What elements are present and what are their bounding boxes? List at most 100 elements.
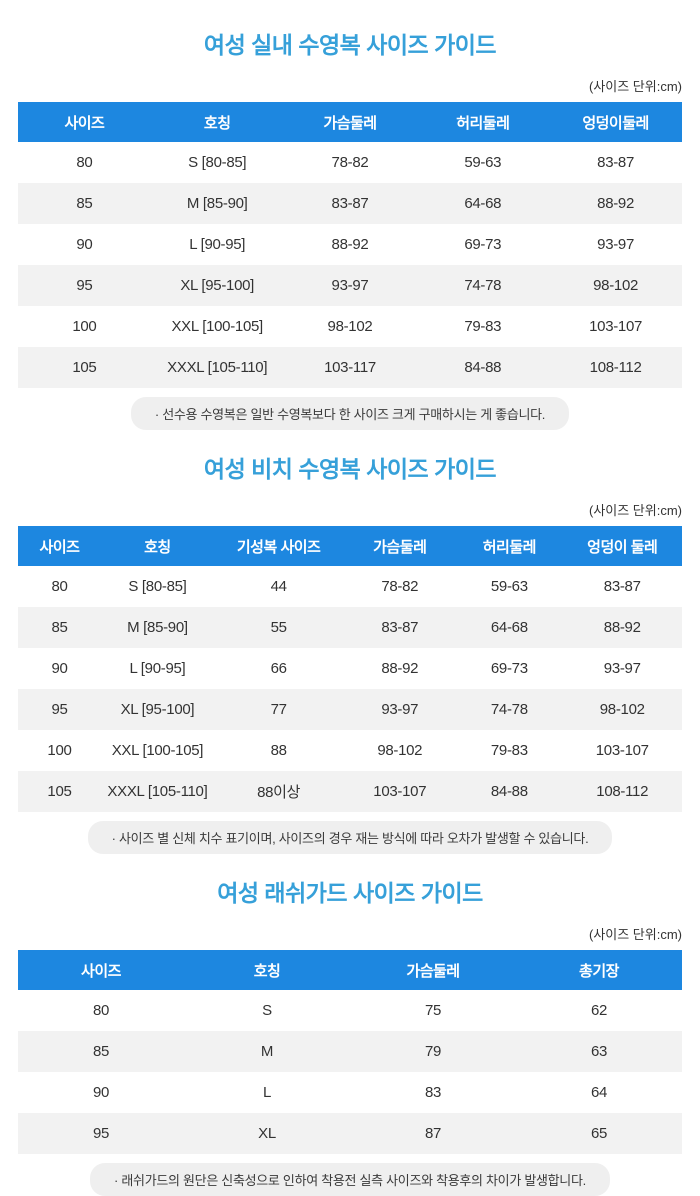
table-row: 95 XL 87 65 xyxy=(18,1113,682,1154)
table-cell: 88-92 xyxy=(381,660,419,677)
table-cell: 95 xyxy=(76,277,93,294)
unit-note: (사이즈 단위:cm) xyxy=(588,503,682,518)
table-cell: 74-78 xyxy=(490,701,528,718)
table-cell: 79-83 xyxy=(464,318,502,335)
unit-note: (사이즈 단위:cm) xyxy=(588,927,682,942)
footnote: · 선수용 수영복은 일반 수영복보다 한 사이즈 크게 구매하시는 게 좋습니… xyxy=(130,397,570,430)
table-cell: L [90-95] xyxy=(189,236,246,253)
table-row: 85 M [85-90] 55 83-87 64-68 88-92 xyxy=(18,607,682,648)
table-cell: 88-92 xyxy=(603,619,641,636)
table-cell: 93-97 xyxy=(331,277,369,294)
table-cell: 105 xyxy=(72,359,97,376)
section-title: 여성 실내 수영복 사이즈 가이드 xyxy=(203,32,497,58)
table-cell: 88 xyxy=(270,742,287,759)
section-beach-swimsuit-guide: 여성 비치 수영복 사이즈 가이드 (사이즈 단위:cm) 사이즈 호칭 기성복 사… xyxy=(18,450,682,854)
header-row: 사이즈 호칭 기성복 사이즈 가슴둘레 허리둘레 엉덩이 둘레 xyxy=(18,526,682,566)
table-cell: 85 xyxy=(51,619,68,636)
table-row: 90 L [90-95] 66 88-92 69-73 93-97 xyxy=(18,648,682,689)
table-cell: 90 xyxy=(92,1084,110,1101)
table-cell: 83 xyxy=(424,1084,442,1101)
table-cell: 90 xyxy=(76,236,93,253)
table-cell: 64-68 xyxy=(464,195,502,212)
column-header: 가슴둘레 xyxy=(350,950,516,990)
table-cell: S xyxy=(262,1002,272,1019)
table-cell: 80 xyxy=(51,578,68,595)
table-cell: 59-63 xyxy=(490,578,528,595)
table-cell: 44 xyxy=(270,578,287,595)
column-header: 호칭 xyxy=(184,950,350,990)
table-cell: 98-102 xyxy=(593,277,639,294)
table-cell: 84-88 xyxy=(464,359,502,376)
table-cell: 93-97 xyxy=(381,701,419,718)
table-cell: 88이상 xyxy=(257,784,301,801)
table-cell: 103-107 xyxy=(589,318,643,335)
table-cell: 88-92 xyxy=(597,195,635,212)
indoor-swimsuit-size-table: 사이즈 호칭 가슴둘레 허리둘레 엉덩이둘레 80 S [80-85] 78-82 59-63… xyxy=(18,102,682,388)
footnote: · 래쉬가드의 원단은 신축성으로 인하여 착용전 실측 사이즈와 착용후의 차… xyxy=(90,1163,610,1196)
table-cell: XL [95-100] xyxy=(180,277,255,294)
column-header: 총기장 xyxy=(516,950,682,990)
unit-note: (사이즈 단위:cm) xyxy=(588,79,682,94)
table-cell: XL [95-100] xyxy=(120,701,195,718)
table-cell: 88-92 xyxy=(331,236,369,253)
table-cell: 78-82 xyxy=(381,578,419,595)
table-cell: 98-102 xyxy=(377,742,423,759)
table-row: 80 S [80-85] 44 78-82 59-63 83-87 xyxy=(18,566,682,607)
table-cell: 108-112 xyxy=(589,359,642,376)
table-row: 105 XXXL [105-110] 103-117 84-88 108-112 xyxy=(18,347,682,388)
section-title: 여성 래쉬가드 사이즈 가이드 xyxy=(217,880,483,906)
column-header: 호칭 xyxy=(150,102,284,142)
beach-swimsuit-size-table: 사이즈 호칭 기성복 사이즈 가슴둘레 허리둘레 엉덩이 둘레 80 S [80-85] 44… xyxy=(18,526,682,812)
column-header: 사이즈 xyxy=(18,950,184,990)
table-cell: 103-107 xyxy=(595,742,649,759)
table-row: 105 XXXL [105-110] 88이상 103-107 84-88 108-112 xyxy=(18,771,682,812)
column-header: 허리둘레 xyxy=(416,102,550,142)
column-header: 가슴둘레 xyxy=(343,526,457,566)
table-cell: 62 xyxy=(590,1002,608,1019)
footnote: · 사이즈 별 신체 치수 표기이며, 사이즈의 경우 재는 방식에 따라 오차… xyxy=(87,821,613,854)
section-title: 여성 비치 수영복 사이즈 가이드 xyxy=(203,456,497,482)
table-cell: 79-83 xyxy=(490,742,528,759)
table-cell: 74-78 xyxy=(464,277,502,294)
table-row: 85 M 79 63 xyxy=(18,1031,682,1072)
section-rashguard-guide: 여성 래쉬가드 사이즈 가이드 (사이즈 단위:cm) 사이즈 호칭 가슴둘레 총기장… xyxy=(18,874,682,1196)
table-cell: 63 xyxy=(590,1043,608,1060)
table-cell: S [80-85] xyxy=(188,154,247,171)
table-row: 100 XXL [100-105] 98-102 79-83 103-107 xyxy=(18,306,682,347)
table-row: 90 L 83 64 xyxy=(18,1072,682,1113)
column-header: 가슴둘레 xyxy=(283,102,417,142)
table-row: 80 S 75 62 xyxy=(18,990,682,1031)
table-cell: 103-107 xyxy=(373,783,427,800)
table-cell: 103-117 xyxy=(324,359,376,376)
table-cell: 84-88 xyxy=(490,783,528,800)
table-cell: XXL [100-105] xyxy=(111,742,204,759)
column-header: 사이즈 xyxy=(18,102,151,142)
table-cell: 100 xyxy=(47,742,72,759)
table-cell: 100 xyxy=(72,318,97,335)
table-cell: 79 xyxy=(424,1043,442,1060)
table-cell: 85 xyxy=(76,195,93,212)
table-cell: 93-97 xyxy=(597,236,635,253)
table-cell: 87 xyxy=(424,1125,442,1142)
table-cell: 93-97 xyxy=(603,660,641,677)
section-indoor-swimsuit-guide: 여성 실내 수영복 사이즈 가이드 (사이즈 단위:cm) 사이즈 호칭 가슴둘레 허… xyxy=(18,26,682,430)
column-header: 호칭 xyxy=(101,526,214,566)
table-cell: 83-87 xyxy=(331,195,369,212)
table-cell: 59-63 xyxy=(464,154,502,171)
table-cell: 65 xyxy=(590,1125,608,1142)
table-cell: XL xyxy=(258,1125,276,1142)
table-cell: 98-102 xyxy=(327,318,373,335)
table-cell: 95 xyxy=(51,701,68,718)
table-cell: 90 xyxy=(51,660,68,677)
table-cell: 64 xyxy=(590,1084,608,1101)
column-header: 엉덩이 둘레 xyxy=(562,526,682,566)
table-cell: 105 xyxy=(47,783,72,800)
table-cell: M [85-90] xyxy=(186,195,248,212)
table-row: 85 M [85-90] 83-87 64-68 88-92 xyxy=(18,183,682,224)
table-cell: S [80-85] xyxy=(128,578,187,595)
table-cell: 95 xyxy=(92,1125,110,1142)
table-cell: 69-73 xyxy=(464,236,502,253)
table-row: 95 XL [95-100] 93-97 74-78 98-102 xyxy=(18,265,682,306)
column-header: 허리둘레 xyxy=(456,526,563,566)
